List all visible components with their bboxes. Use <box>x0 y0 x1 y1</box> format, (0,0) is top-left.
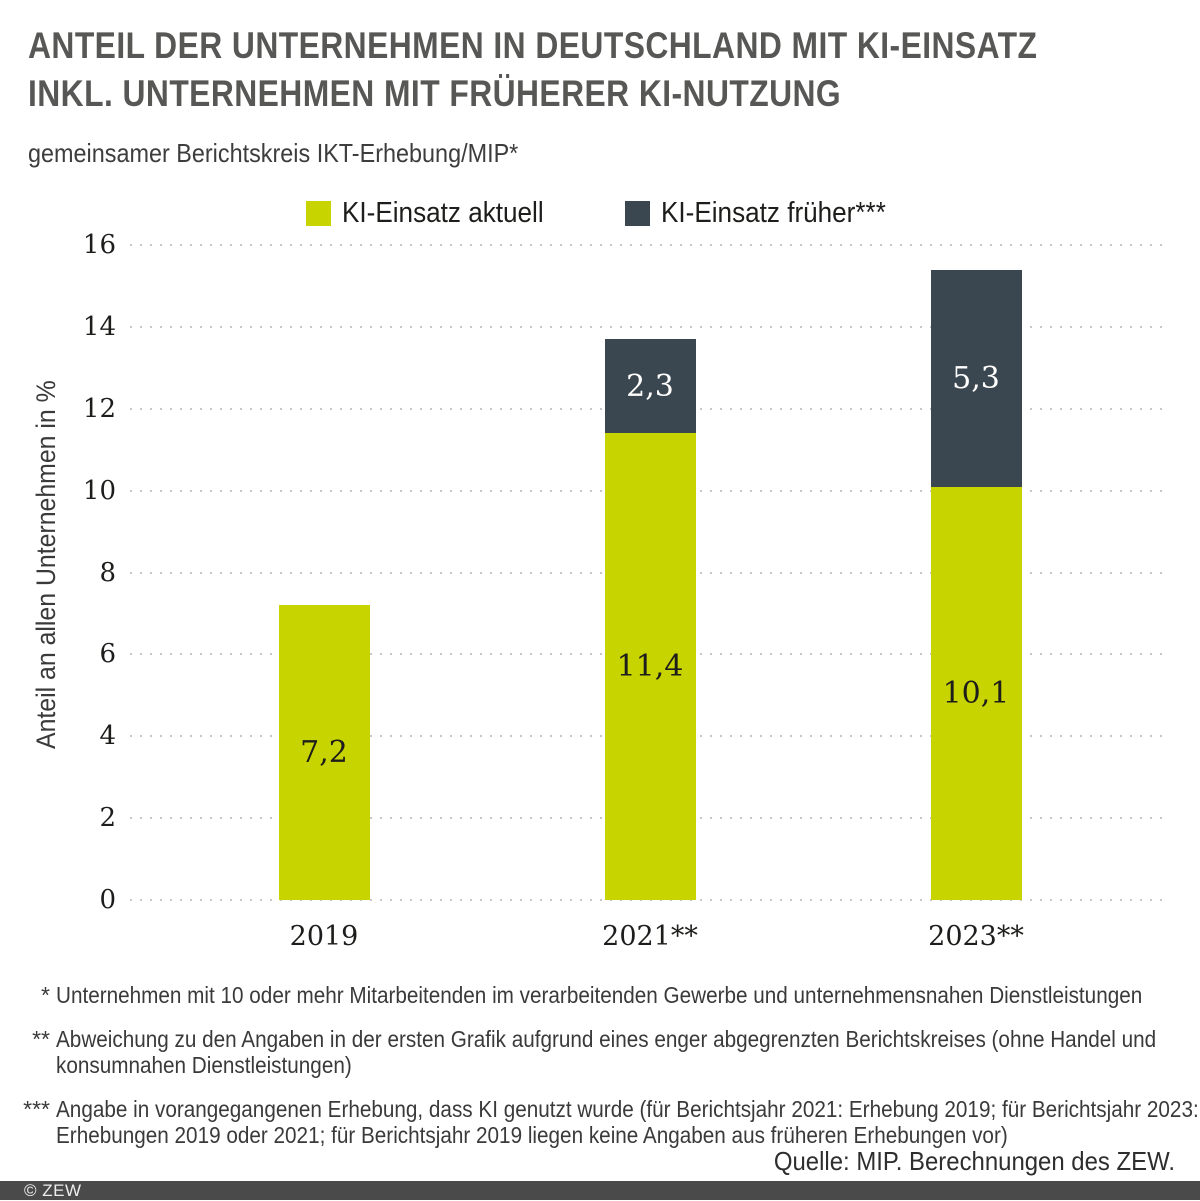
x-tick-label-2023: 2023** <box>928 921 1024 952</box>
source-note: Quelle: MIP. Berechnungen des ZEW. <box>773 1146 1175 1176</box>
footnote-3-marker: *** <box>23 1096 50 1122</box>
gridline-0 <box>130 899 1170 901</box>
bar-2021-former: 2,3 <box>604 339 696 434</box>
footnote-2-line-1: Abweichung zu den Angaben in der ersten … <box>56 1026 1157 1052</box>
footnote-1-line-1: Unternehmen mit 10 oder mehr Mitarbeiten… <box>56 982 1143 1008</box>
x-tick-label-2019: 2019 <box>289 921 359 952</box>
y-tick-label-0: 0 <box>99 885 116 915</box>
y-tick-label-14: 14 <box>82 311 116 342</box>
y-tick-label-12: 12 <box>82 393 116 424</box>
bar-2019-current: 7,2 <box>278 605 370 900</box>
bar-value-label: 5,3 <box>952 360 1000 396</box>
footnote-1: * Unternehmen mit 10 oder mehr Mitarbeit… <box>18 982 1182 1008</box>
y-tick-label-16: 16 <box>82 230 116 260</box>
bar-value-label: 2,3 <box>626 368 674 404</box>
bar-2023-current: 10,1 <box>930 486 1022 900</box>
bar-2023-former: 5,3 <box>930 269 1022 487</box>
footer-bar: © ZEW <box>0 1181 1200 1200</box>
y-tick-label-4: 4 <box>99 721 116 752</box>
y-tick-label-10: 10 <box>82 475 116 506</box>
gridline-16 <box>130 244 1170 246</box>
footnote-2-line-2: konsumnahen Dienstleistungen) <box>56 1052 352 1078</box>
legend-item-current: KI-Einsatz aktuell <box>306 197 566 230</box>
bar-value-label: 11,4 <box>616 649 684 685</box>
footer-copyright: © ZEW <box>24 1180 82 1200</box>
legend-label-current: KI-Einsatz aktuell <box>342 197 544 229</box>
gridline-14 <box>130 325 1170 328</box>
chart-subtitle: gemeinsamer Berichtskreis IKT-Erhebung/M… <box>28 138 519 168</box>
bar-value-label: 10,1 <box>942 675 1010 711</box>
footnotes-block: * Unternehmen mit 10 oder mehr Mitarbeit… <box>18 982 1199 1166</box>
x-tick-label-2021: 2021** <box>602 921 698 952</box>
footnote-3-line-1: Angabe in vorangegangenen Erhebung, dass… <box>56 1096 1199 1122</box>
page-title-line-1: ANTEIL DER UNTERNEHMEN IN DEUTSCHLAND MI… <box>28 25 1038 66</box>
legend-swatch-current-icon <box>306 201 331 226</box>
footnote-1-marker: * <box>41 982 50 1008</box>
bar-2021-current: 11,4 <box>604 433 696 900</box>
legend-label-former: KI-Einsatz früher*** <box>661 197 886 229</box>
legend-item-former: KI-Einsatz früher*** <box>625 197 911 230</box>
y-tick-label-6: 6 <box>99 639 116 670</box>
footnote-3: *** Angabe in vorangegangenen Erhebung, … <box>18 1096 1199 1148</box>
footnote-3-line-2: Erhebungen 2019 oder 2021; für Berichtsj… <box>56 1122 1008 1148</box>
bar-value-label: 7,2 <box>300 735 348 771</box>
legend-swatch-former-icon <box>625 201 650 226</box>
page-title-line-2: INKL. UNTERNEHMEN MIT FRÜHERER KI-NUTZUN… <box>28 73 842 114</box>
y-tick-label-8: 8 <box>99 557 116 588</box>
y-tick-label-2: 2 <box>99 803 116 834</box>
footnote-2: ** Abweichung zu den Angaben in der erst… <box>18 1026 1182 1078</box>
footnote-2-marker: ** <box>32 1026 50 1052</box>
